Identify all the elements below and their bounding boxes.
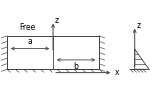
Text: b: b: [74, 62, 78, 71]
Text: x: x: [115, 68, 119, 77]
Text: z: z: [55, 16, 59, 25]
Text: Free: Free: [19, 23, 35, 32]
Text: z: z: [136, 21, 140, 30]
Bar: [7, 36, 99, 69]
Text: a: a: [28, 37, 32, 46]
